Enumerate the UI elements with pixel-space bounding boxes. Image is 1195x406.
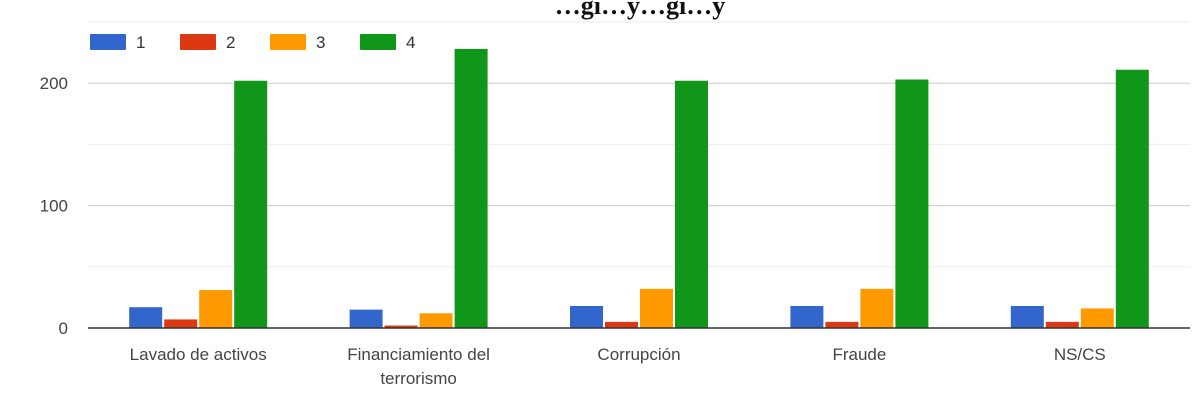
legend: 1 2 3 4 <box>90 33 415 52</box>
bar-series-4-5 <box>1115 69 1149 329</box>
bar-series-3-3 <box>640 288 673 328</box>
bar-series-4-2 <box>454 48 488 328</box>
bar-series-4-1 <box>234 80 268 328</box>
bar-series-4-3 <box>675 80 708 328</box>
legend-label-3: 3 <box>316 33 325 52</box>
legend-swatch-3 <box>270 34 306 50</box>
title-layer: …gi…y…gi…y <box>555 0 725 20</box>
bar-series-3-5 <box>1080 308 1114 328</box>
bars <box>129 48 1149 329</box>
x-tick-label: Financiamiento del <box>347 345 490 364</box>
y-tick-label: 200 <box>40 74 68 93</box>
bar-series-2-4 <box>825 321 859 328</box>
x-tick-label: NS/CS <box>1054 345 1106 364</box>
x-tick-label: terrorismo <box>380 369 457 388</box>
bar-series-3-4 <box>860 288 894 328</box>
gridlines <box>88 21 1190 268</box>
bar-series-3-2 <box>419 313 453 328</box>
axes: 0 100 200 Lavado de activos Financiamiento d… <box>40 74 1190 388</box>
bar-series-3-1 <box>199 290 233 328</box>
bar-series-2-3 <box>605 321 638 328</box>
legend-swatch-4 <box>360 34 396 50</box>
chart-title: …gi…y…gi…y <box>555 0 725 20</box>
bar-series-1-4 <box>790 305 824 328</box>
bar-series-1-3 <box>570 305 603 328</box>
y-tick-label: 0 <box>59 319 68 338</box>
legend-label-1: 1 <box>136 33 145 52</box>
bar-series-4-4 <box>895 79 929 328</box>
legend-swatch-1 <box>90 34 126 50</box>
bar-series-1-5 <box>1010 305 1044 328</box>
y-tick-label: 100 <box>40 197 68 216</box>
x-tick-label: Corrupción <box>597 345 680 364</box>
legend-label-4: 4 <box>406 33 415 52</box>
bar-series-2-2 <box>384 325 418 328</box>
bar-series-1-2 <box>349 309 383 328</box>
bar-series-2-5 <box>1045 321 1079 328</box>
x-tick-label: Fraude <box>832 345 886 364</box>
bar-series-2-1 <box>164 319 198 328</box>
bar-series-1-1 <box>129 307 163 328</box>
legend-swatch-2 <box>180 34 216 50</box>
x-tick-label: Lavado de activos <box>130 345 267 364</box>
legend-label-2: 2 <box>226 33 235 52</box>
